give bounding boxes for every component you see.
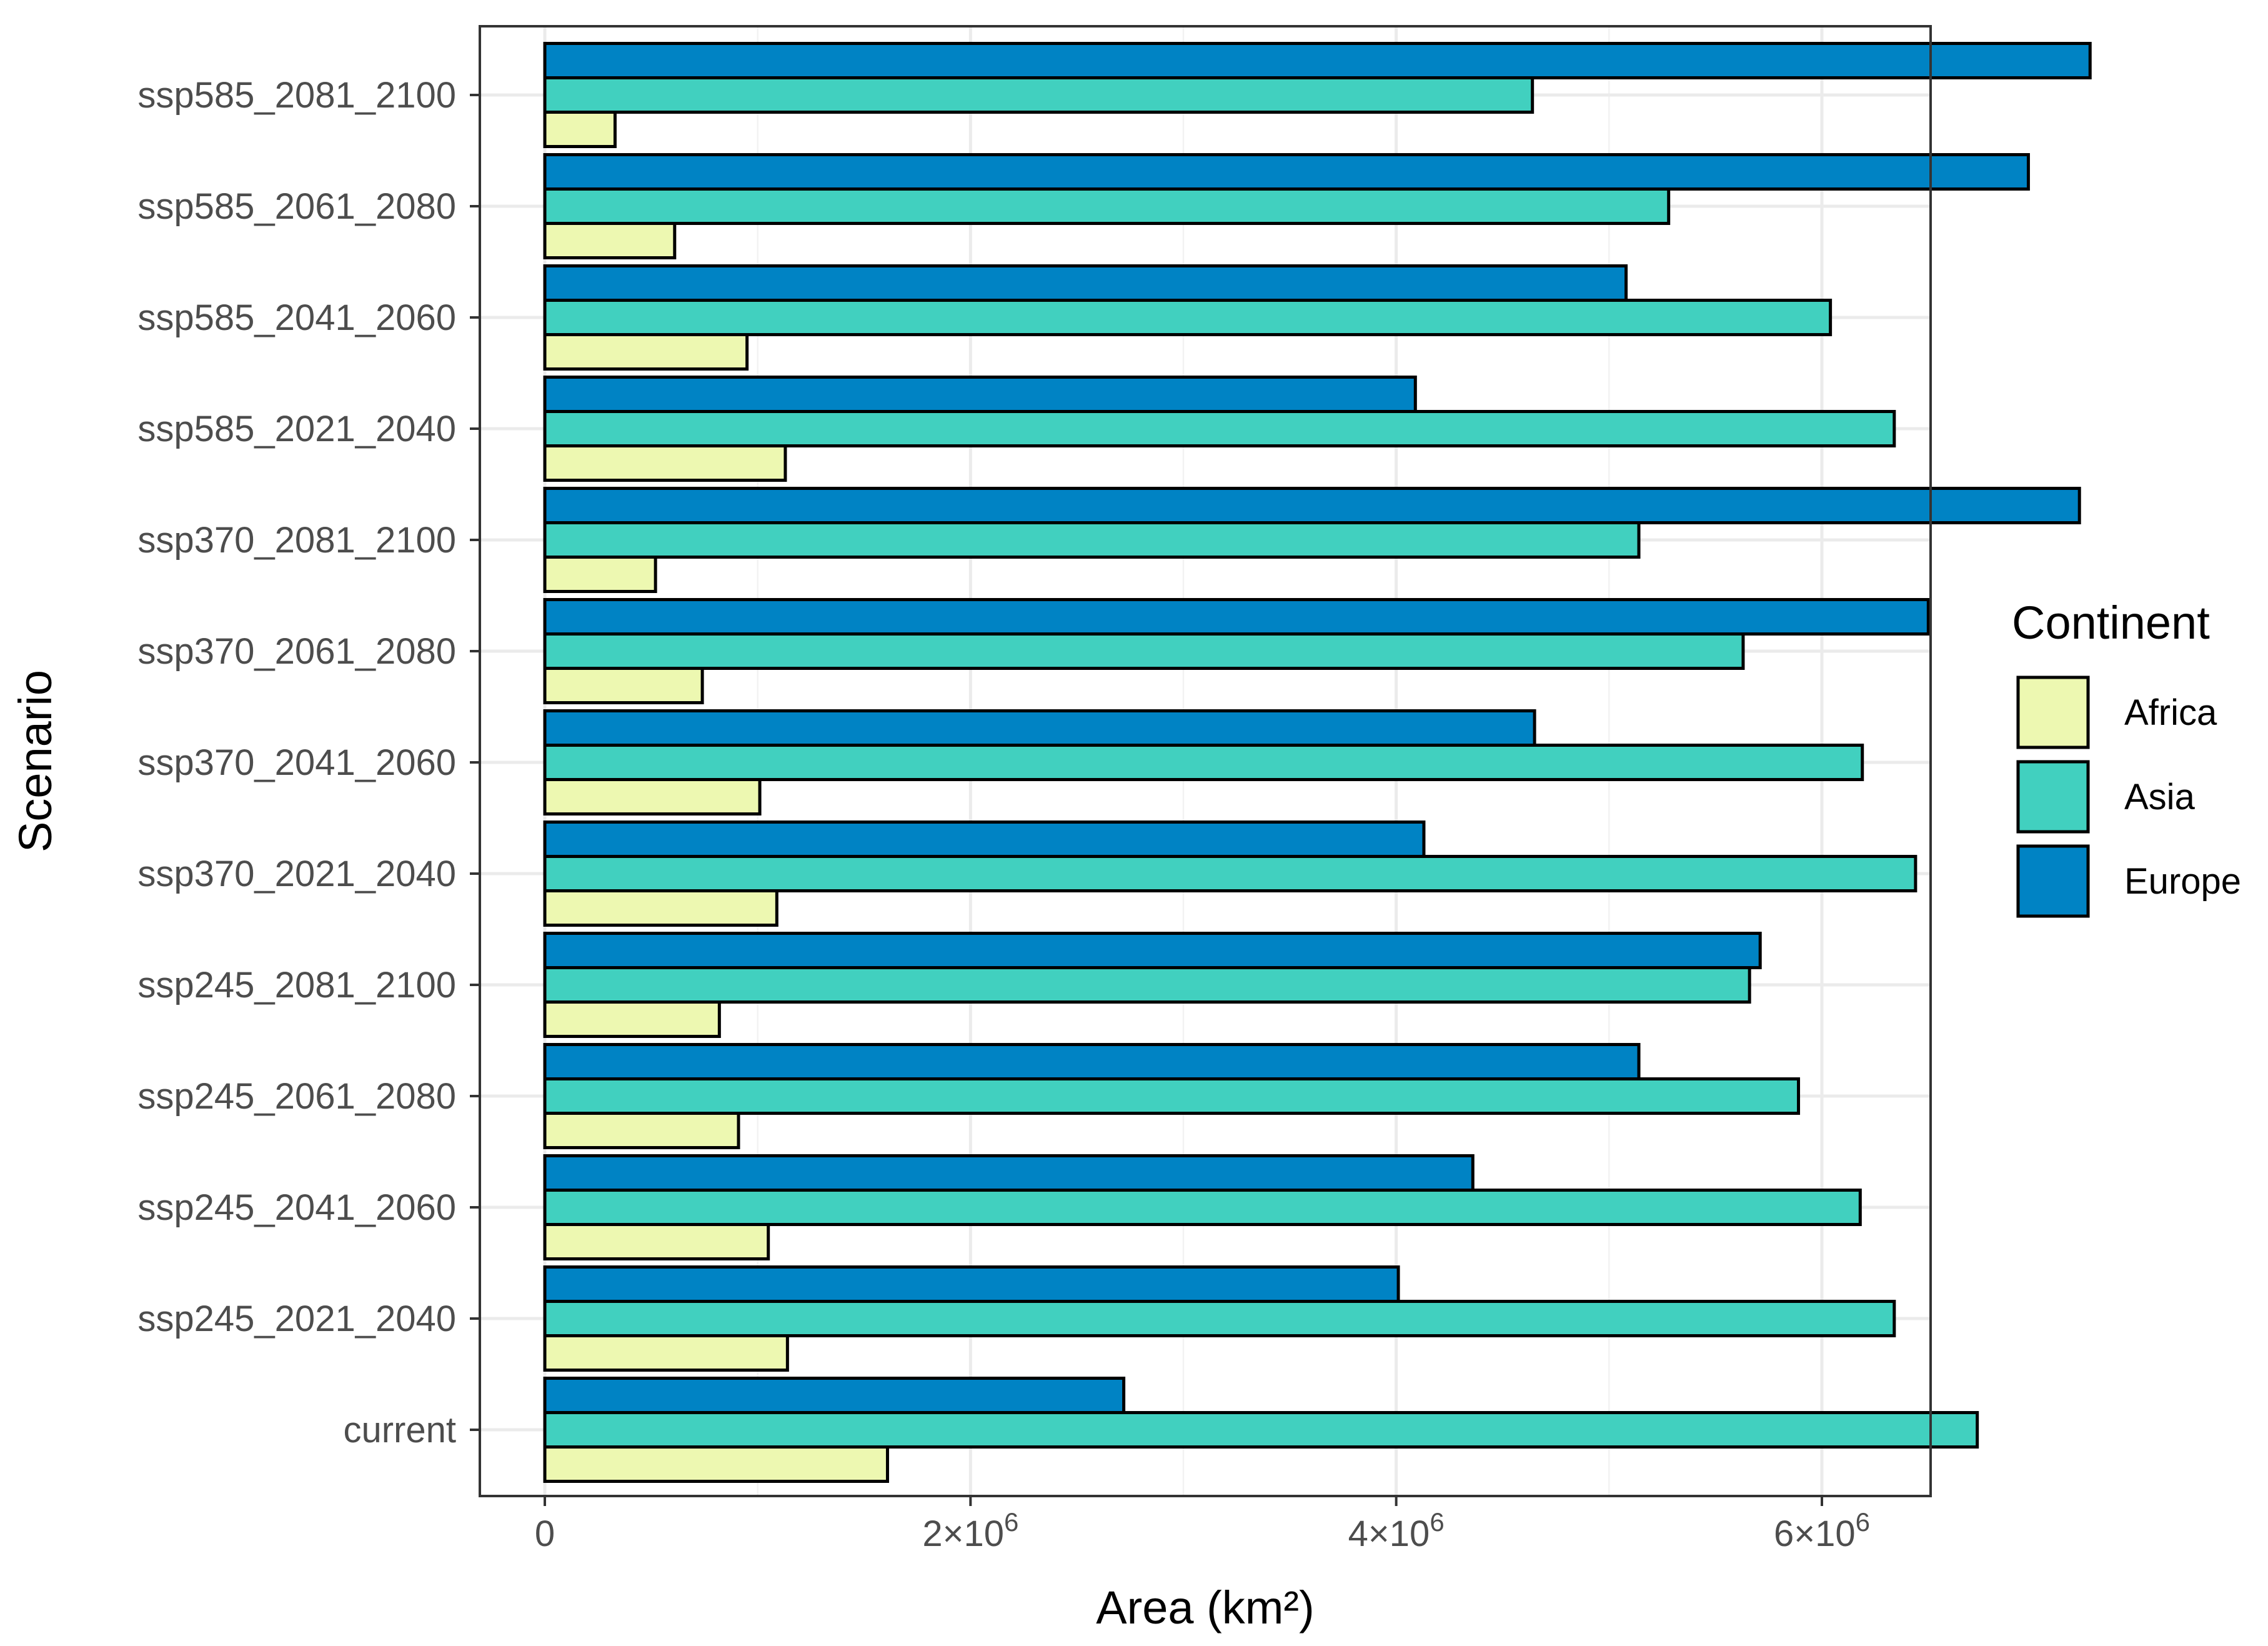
bar-europe <box>543 709 1536 747</box>
legend-swatch-africa <box>2016 676 2090 749</box>
bar-asia <box>543 1189 1862 1226</box>
y-tick-label: ssp245_2081_2100 <box>137 965 456 1005</box>
y-tick-label: ssp245_2041_2060 <box>137 1187 456 1228</box>
x-tick-label: 4×106 <box>1348 1507 1445 1554</box>
bar-asia <box>543 299 1833 336</box>
legend-label-asia: Asia <box>2124 777 2196 817</box>
y-tick-label: ssp585_2081_2100 <box>137 75 456 116</box>
bar-europe <box>543 1265 1400 1303</box>
bar-africa <box>543 1223 770 1260</box>
x-tick-label-mantissa: 6×10 <box>1774 1514 1856 1554</box>
bar-asia <box>543 410 1896 447</box>
x-tick-label: 6×106 <box>1774 1507 1870 1554</box>
bar-africa <box>543 889 778 927</box>
x-tick-label-mantissa: 2×10 <box>922 1514 1004 1554</box>
y-tick-label: ssp370_2081_2100 <box>137 520 456 561</box>
x-tick-label-exponent: 6 <box>1856 1507 1870 1537</box>
bar-africa <box>543 222 677 259</box>
y-tick-label: ssp585_2061_2080 <box>137 186 456 227</box>
legend-label-africa: Africa <box>2124 692 2217 733</box>
y-tick-label: ssp370_2041_2060 <box>137 742 456 783</box>
legend-title: Continent <box>2012 597 2210 649</box>
y-tick-label: ssp370_2061_2080 <box>137 631 456 672</box>
bar-europe <box>543 153 2030 191</box>
x-tick-label-exponent: 6 <box>1430 1507 1444 1537</box>
bar-africa <box>543 667 704 704</box>
bar-asia <box>543 187 1671 225</box>
y-axis-title: Scenario <box>9 670 61 852</box>
x-tick-label-mantissa: 4×10 <box>1348 1514 1430 1554</box>
bar-africa <box>543 333 749 371</box>
x-tick-label: 2×106 <box>922 1507 1018 1554</box>
bar-asia <box>543 632 1745 670</box>
bar-asia <box>543 966 1751 1004</box>
bar-africa <box>543 111 617 148</box>
bar-africa <box>543 1445 889 1483</box>
bar-europe <box>543 1154 1475 1192</box>
bar-africa <box>543 1112 740 1149</box>
legend-label-europe: Europe <box>2124 861 2241 902</box>
bar-asia <box>543 1300 1896 1337</box>
y-tick-label: ssp370_2021_2040 <box>137 854 456 894</box>
bar-europe <box>543 1377 1126 1414</box>
x-axis: 0 2×106 4×106 6×106 <box>535 1496 1870 1554</box>
bar-asia <box>543 1411 1979 1449</box>
bar-asia <box>543 855 1917 892</box>
y-tick-label: ssp245_2061_2080 <box>137 1076 456 1117</box>
bars-group <box>543 42 2092 1483</box>
bar-asia <box>543 521 1641 559</box>
bar-africa <box>543 1334 789 1372</box>
bar-europe <box>543 376 1417 413</box>
x-axis-title: Area (km²) <box>1096 1582 1314 1634</box>
y-tick-label: ssp585_2021_2040 <box>137 409 456 449</box>
bar-europe <box>543 821 1426 858</box>
bar-europe <box>543 598 1930 636</box>
y-axis: ssp585_2081_2100 ssp585_2061_2080 ssp585_2… <box>137 75 480 1450</box>
y-tick-label: ssp585_2041_2060 <box>137 297 456 338</box>
bar-europe <box>543 264 1628 302</box>
bar-europe <box>543 1043 1641 1080</box>
bar-africa <box>543 444 787 482</box>
legend: Continent Africa Asia Europe <box>2012 597 2241 919</box>
bar-africa <box>543 556 657 593</box>
bar-asia <box>543 744 1864 781</box>
bar-africa <box>543 1000 721 1038</box>
x-tick-label: 0 <box>535 1514 555 1554</box>
bar-europe <box>543 42 2092 79</box>
bar-asia <box>543 76 1534 114</box>
y-tick-label: current <box>343 1410 456 1450</box>
bar-asia <box>543 1077 1801 1115</box>
bar-africa <box>543 778 762 816</box>
legend-swatch-europe <box>2016 844 2090 918</box>
x-tick-label-exponent: 6 <box>1004 1507 1018 1537</box>
legend-swatch-asia <box>2016 760 2090 834</box>
bar-europe <box>543 487 2081 524</box>
y-tick-label: ssp245_2021_2040 <box>137 1299 456 1339</box>
bar-europe <box>543 932 1762 969</box>
